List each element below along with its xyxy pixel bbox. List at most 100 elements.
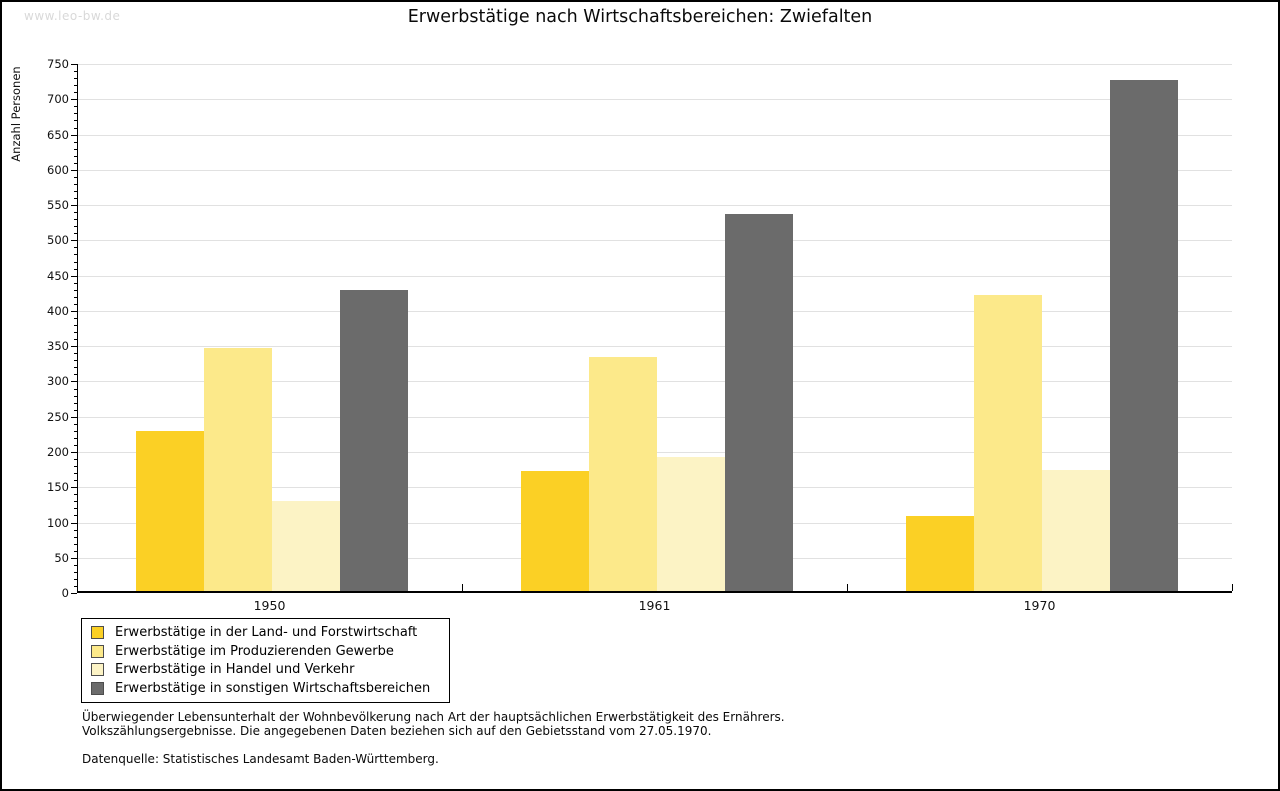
y-axis-minor-tick xyxy=(74,198,77,199)
bar-1970-series2 xyxy=(974,294,1042,591)
y-axis-minor-tick xyxy=(74,106,77,108)
y-axis-minor-tick xyxy=(74,120,77,122)
y-axis-tick-label: 400 xyxy=(47,303,69,318)
y-axis-minor-tick xyxy=(74,444,77,446)
y-axis-major-tick xyxy=(71,522,77,524)
legend-swatch-sonstige-bereiche xyxy=(91,682,104,696)
bar-1950-series3 xyxy=(272,500,340,591)
y-axis-minor-tick xyxy=(74,296,77,298)
gridline xyxy=(78,240,1232,242)
y-axis-minor-tick xyxy=(74,430,77,432)
y-axis-minor-tick xyxy=(74,254,77,256)
legend-item: Erwerbstätige im Produzierenden Gewerbe xyxy=(91,644,440,659)
legend-item: Erwerbstätige in der Land- und Forstwirt… xyxy=(91,625,440,640)
y-axis-major-tick xyxy=(71,205,77,207)
bar-1961-series1 xyxy=(521,471,589,591)
x-axis-boundary-tick xyxy=(847,584,848,591)
gridline xyxy=(78,310,1232,312)
legend-swatch-handel-verkehr xyxy=(91,663,104,677)
y-axis-minor-tick xyxy=(74,317,77,319)
y-axis-minor-tick xyxy=(74,162,77,164)
y-axis-tick-label: 0 xyxy=(61,586,69,600)
legend-box: Erwerbstätige in der Land- und Forstwirt… xyxy=(81,618,450,703)
y-axis-major-tick xyxy=(71,99,77,101)
y-axis-tick-label: 700 xyxy=(47,92,69,107)
y-axis-minor-tick xyxy=(74,473,77,475)
gridline xyxy=(78,64,1232,65)
bar-1970-series1 xyxy=(906,516,974,591)
y-axis-minor-tick xyxy=(74,395,77,397)
y-axis-minor-tick xyxy=(74,437,77,439)
y-axis-minor-tick xyxy=(74,233,77,235)
y-axis-tick-label: 650 xyxy=(47,127,69,142)
x-axis-category-label: 1970 xyxy=(1023,598,1056,613)
legend-label: Erwerbstätige in der Land- und Forstwirt… xyxy=(115,624,418,640)
y-axis-minor-tick xyxy=(74,191,77,192)
bar-1961-series3 xyxy=(657,457,725,591)
gridline xyxy=(78,205,1232,207)
gridline xyxy=(78,134,1232,136)
legend-label: Erwerbstätige in sonstigen Wirtschaftsbe… xyxy=(115,681,431,697)
y-axis-minor-tick xyxy=(74,550,77,552)
footnote-line-2: Volkszählungsergebnisse. Die angegebenen… xyxy=(82,723,712,738)
y-axis-major-tick xyxy=(71,346,77,348)
gridline xyxy=(78,99,1232,101)
y-axis-minor-tick xyxy=(74,226,77,228)
x-axis-category-label: 1961 xyxy=(638,598,671,613)
y-axis-minor-tick xyxy=(74,501,77,503)
y-axis-minor-tick xyxy=(74,515,77,517)
y-axis-minor-tick xyxy=(74,212,77,214)
x-axis-boundary-tick xyxy=(1232,584,1233,591)
y-axis-tick-label: 300 xyxy=(47,374,69,389)
y-axis-minor-tick xyxy=(74,529,77,531)
y-axis-minor-tick xyxy=(74,367,77,369)
gridline xyxy=(78,346,1232,348)
legend-swatch-produzierendes-gewerbe xyxy=(91,644,104,658)
legend-label: Erwerbstätige in Handel und Verkehr xyxy=(115,662,355,678)
y-axis-major-tick xyxy=(71,487,77,489)
y-axis-major-tick xyxy=(71,557,77,559)
footnote-line-1: Überwiegender Lebensunterhalt der Wohnbe… xyxy=(82,710,785,724)
bar-1961-series2 xyxy=(589,356,657,591)
y-axis-minor-tick xyxy=(74,571,77,573)
y-axis-minor-tick xyxy=(74,176,77,178)
watermark-url: www.leo-bw.de xyxy=(24,9,121,23)
y-axis-minor-tick xyxy=(74,332,77,333)
y-axis-minor-tick xyxy=(74,141,77,143)
y-axis-major-tick xyxy=(71,310,77,312)
y-axis-minor-tick xyxy=(74,261,77,263)
y-axis-minor-tick xyxy=(74,388,77,390)
y-axis-minor-tick xyxy=(74,268,77,270)
y-axis-minor-tick xyxy=(74,459,77,460)
y-axis-minor-tick xyxy=(74,71,77,73)
bar-1950-series4 xyxy=(340,289,408,591)
y-axis-major-tick xyxy=(71,275,77,277)
y-axis-major-tick xyxy=(71,416,77,418)
footnote-text: Überwiegender Lebensunterhalt der Wohnbe… xyxy=(82,710,785,738)
y-axis-minor-tick xyxy=(74,564,77,566)
y-axis-tick-label: 100 xyxy=(47,515,69,530)
legend-label: Erwerbstätige im Produzierenden Gewerbe xyxy=(115,643,394,659)
y-axis-minor-tick xyxy=(74,402,77,404)
y-axis-minor-tick xyxy=(74,480,77,482)
bar-1950-series2 xyxy=(204,347,272,591)
y-axis-minor-tick xyxy=(74,494,77,496)
y-axis-tick-label: 500 xyxy=(47,233,69,248)
y-axis-major-tick xyxy=(71,593,77,594)
y-axis-minor-tick xyxy=(74,155,77,157)
legend-swatch-land-forstwirtschaft xyxy=(91,625,104,639)
y-axis-major-tick xyxy=(71,64,77,65)
y-axis-title: Anzahl Personen xyxy=(9,66,23,162)
y-axis-minor-tick xyxy=(74,466,77,467)
y-axis-major-tick xyxy=(71,240,77,242)
y-axis-major-tick xyxy=(71,134,77,136)
y-axis-tick-label: 450 xyxy=(47,268,69,283)
y-axis-tick-label: 750 xyxy=(47,57,69,71)
y-axis-minor-tick xyxy=(74,325,77,326)
chart-title: Erwerbstätige nach Wirtschaftsbereichen:… xyxy=(407,7,873,27)
y-axis-tick-label: 200 xyxy=(47,444,69,459)
y-axis-minor-tick xyxy=(74,543,77,545)
y-axis-minor-tick xyxy=(74,127,77,129)
bar-1961-series4 xyxy=(725,214,793,591)
